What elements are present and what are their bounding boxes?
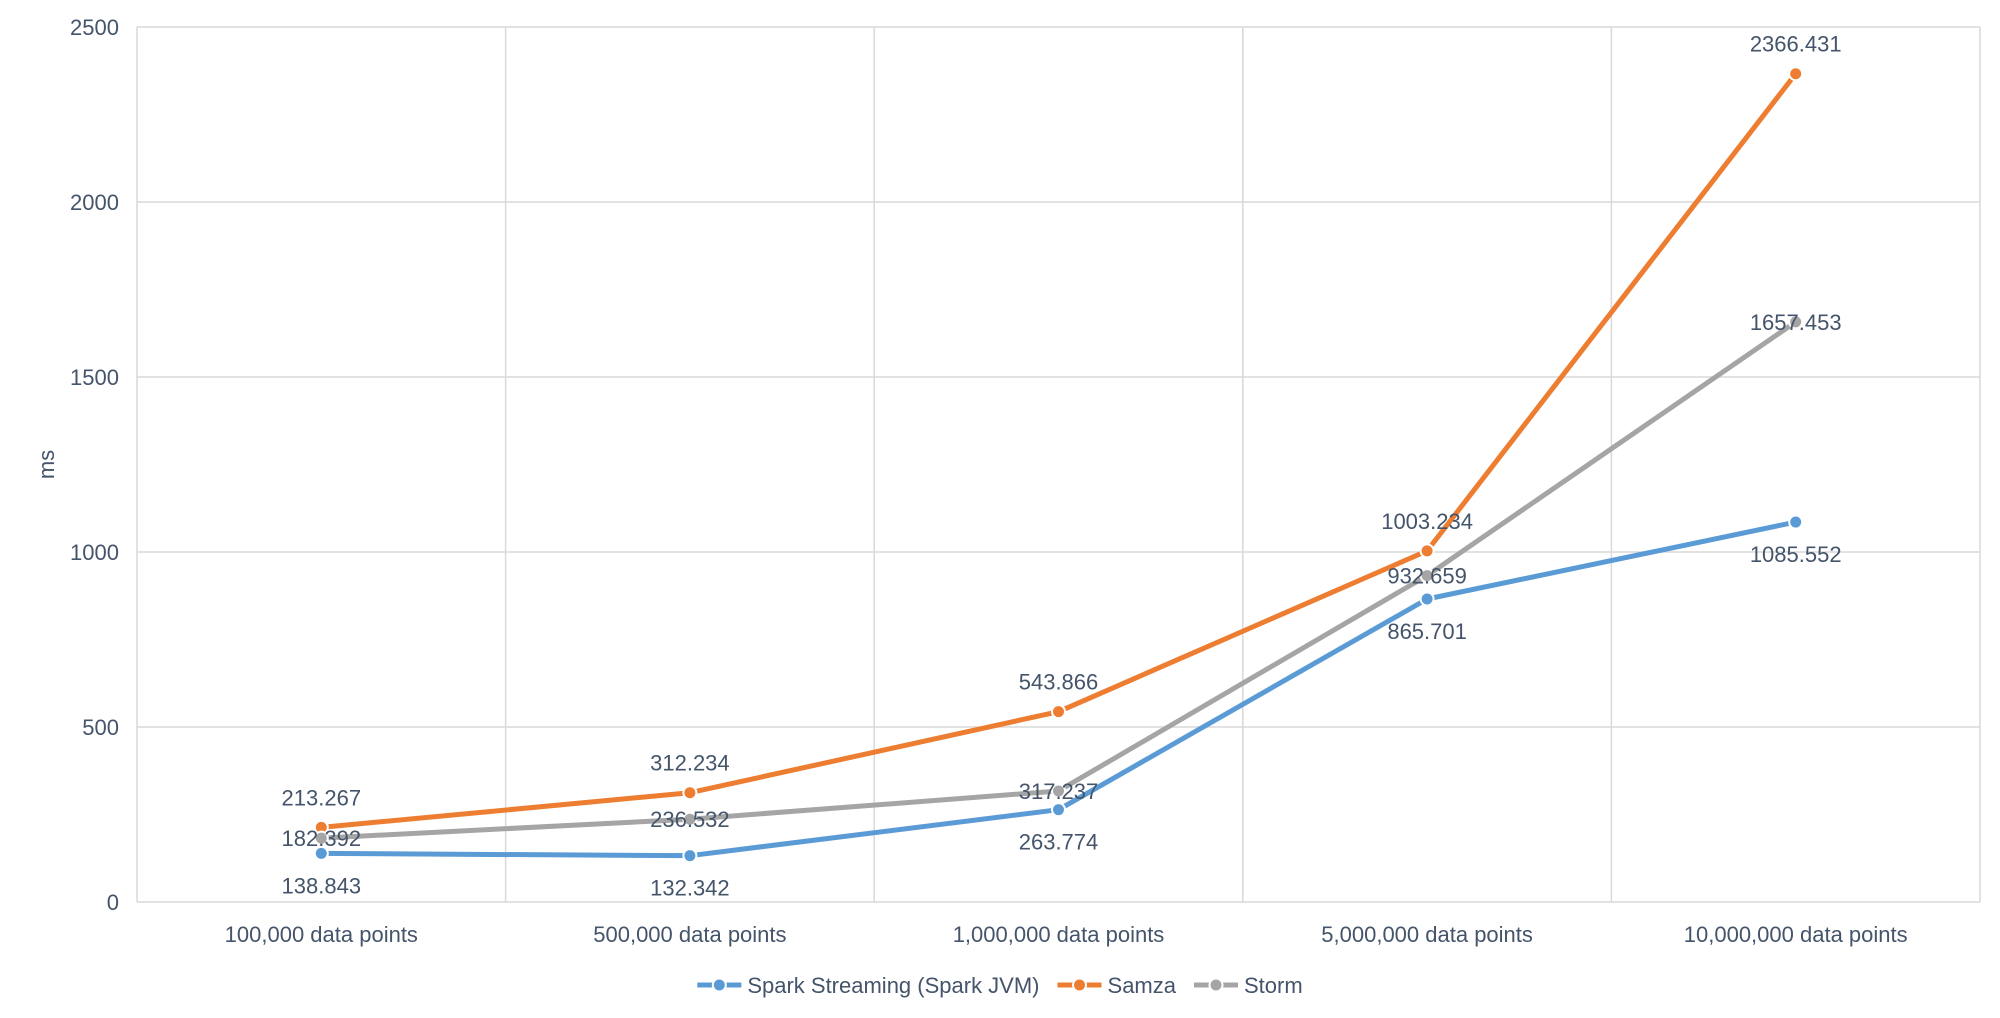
data-point xyxy=(682,811,698,827)
data-label: 132.342 xyxy=(650,876,730,901)
y-tick-label: 1500 xyxy=(70,365,119,390)
data-label: 213.267 xyxy=(282,785,362,810)
x-tick-label: 500,000 data points xyxy=(593,922,786,947)
x-tick-label: 5,000,000 data points xyxy=(1321,922,1533,947)
data-label: 543.866 xyxy=(1019,670,1099,695)
series-lines xyxy=(313,66,1804,864)
data-label: 865.701 xyxy=(1387,619,1467,644)
data-point xyxy=(1788,314,1804,330)
legend: Spark Streaming (Spark JVM) Samza Storm xyxy=(697,973,1303,998)
legend-label: Samza xyxy=(1108,973,1177,998)
data-point xyxy=(1051,802,1066,818)
data-point xyxy=(1419,543,1435,559)
y-tick-label: 2000 xyxy=(70,190,119,215)
data-labels: 138.843 132.342 263.774 865.701 1085.552 213.… xyxy=(282,32,1842,901)
data-label: 1003.234 xyxy=(1381,509,1473,534)
data-point xyxy=(1788,66,1804,82)
data-label: 312.234 xyxy=(650,751,730,776)
data-label: 236.532 xyxy=(650,807,730,832)
data-label: 182.392 xyxy=(282,826,362,851)
data-point xyxy=(313,845,329,861)
legend-item-2: Storm xyxy=(1194,973,1303,998)
legend-marker xyxy=(711,977,727,993)
x-tick-label: 100,000 data points xyxy=(225,922,418,947)
data-point xyxy=(1051,704,1066,720)
data-label: 263.774 xyxy=(1019,830,1099,855)
data-label: 138.843 xyxy=(282,873,362,898)
data-point xyxy=(682,785,698,801)
legend-item-0: Spark Streaming (Spark JVM) xyxy=(697,973,1040,998)
legend-label: Spark Streaming (Spark JVM) xyxy=(747,973,1039,998)
x-tick-label: 10,000,000 data points xyxy=(1684,922,1908,947)
data-point xyxy=(1419,568,1435,584)
gridlines xyxy=(136,26,1981,903)
y-axis-title: ms xyxy=(34,450,59,479)
data-label: 317.237 xyxy=(1019,779,1099,804)
y-tick-label: 2500 xyxy=(70,15,119,40)
data-point xyxy=(313,830,329,846)
legend-marker xyxy=(1072,977,1088,993)
data-point xyxy=(1419,591,1435,607)
data-point xyxy=(1051,783,1066,799)
data-point xyxy=(1788,514,1804,530)
y-tick-label: 0 xyxy=(107,890,119,915)
data-label: 932.659 xyxy=(1387,564,1467,589)
data-point xyxy=(682,848,698,864)
series-line-2 xyxy=(318,319,1799,841)
y-tick-label: 1000 xyxy=(70,540,119,565)
legend-item-1: Samza xyxy=(1057,973,1177,998)
legend-marker xyxy=(1208,977,1224,993)
axes: 0 500 1000 1500 2000 2500 100,000 data points 5… xyxy=(34,15,1908,947)
x-tick-label: 1,000,000 data points xyxy=(953,922,1165,947)
data-label: 2366.431 xyxy=(1750,32,1842,57)
legend-label: Storm xyxy=(1244,973,1303,998)
data-label: 1085.552 xyxy=(1750,542,1842,567)
data-label: 1657.453 xyxy=(1750,310,1842,335)
y-tick-label: 500 xyxy=(82,715,119,740)
